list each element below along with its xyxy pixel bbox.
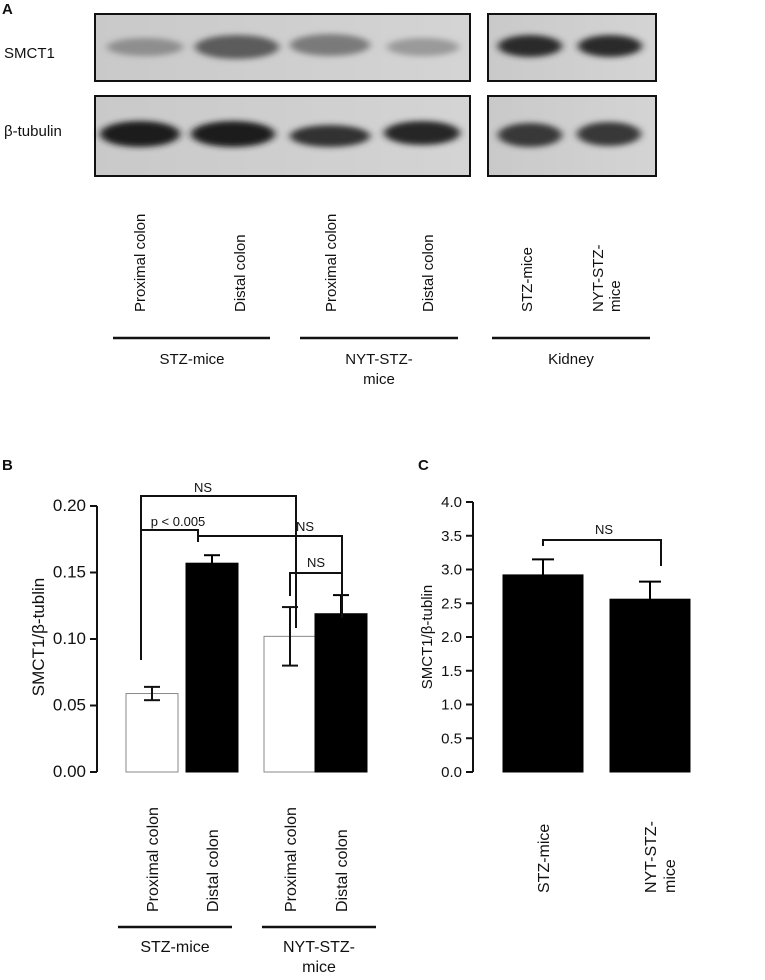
lane-label-5-line-1: STZ-mice xyxy=(519,247,536,312)
panel-c-y-axis: 0.0 0.5 1.0 1.5 2.0 2.5 3.0 3.5 4.0 xyxy=(441,494,474,781)
panel-b-brackets xyxy=(140,495,343,660)
tubulin-band-2 xyxy=(191,121,275,147)
panel-b-group-label-nyt-line-1: NYT-STZ- xyxy=(283,939,355,956)
panel-c-letter: C xyxy=(418,457,429,474)
y-tick-label: 0.20 xyxy=(53,496,86,515)
panel-b-group-label-nyt-line-2: mice xyxy=(302,959,336,976)
lane-label-5: STZ-mice xyxy=(519,247,536,312)
lane-label-3: Proximal colon xyxy=(323,214,340,312)
panel-c-ylabel: SMCT1/β-tublin xyxy=(419,585,436,690)
lane-label-6-line-1: NYT-STZ- xyxy=(590,245,607,313)
annotation-ns-nyt: NS xyxy=(307,555,325,570)
y-tick-label: 2.0 xyxy=(441,629,462,646)
y-tick-label: 1.5 xyxy=(441,663,462,680)
lane-label-4: Distal colon xyxy=(420,234,437,312)
category-label-line: mice xyxy=(662,859,679,893)
lane-label-4-line-1: Distal colon xyxy=(420,234,437,312)
category-label-line: Proximal colon xyxy=(283,807,300,912)
tubulin-band-4 xyxy=(384,121,460,145)
y-tick-label: 0.5 xyxy=(441,730,462,747)
panel-b-bars xyxy=(125,554,368,773)
smct1-bands xyxy=(107,34,642,59)
tubulin-bands xyxy=(100,121,641,147)
lane-label-3-line-1: Proximal colon xyxy=(323,214,340,312)
panel-c-bars xyxy=(502,558,691,773)
annotation-ns-c: NS xyxy=(595,522,613,537)
tubulin-band-1 xyxy=(100,121,180,147)
category-label: Proximal colon xyxy=(283,807,300,912)
annotation-ns-top: NS xyxy=(194,480,212,495)
y-tick-label: 0.10 xyxy=(53,629,86,648)
category-label: Distal colon xyxy=(205,829,222,912)
panel-c-ylabel-wrap: SMCT1/β-tublin xyxy=(419,585,436,690)
smct1-band-2 xyxy=(195,35,279,59)
y-tick-label: 2.5 xyxy=(441,595,462,612)
blot-row-label-tubulin: β-tubulin xyxy=(4,123,62,140)
bar xyxy=(609,598,691,773)
smct1-band-6 xyxy=(578,35,642,57)
bar xyxy=(314,613,368,773)
group-label-kidney: Kidney xyxy=(548,351,594,368)
lane-label-1: Proximal colon xyxy=(132,214,149,312)
smct1-band-1 xyxy=(107,38,183,56)
category-label: NYT-STZ-mice xyxy=(643,821,679,893)
smct1-band-4 xyxy=(387,38,459,56)
group-label-nyt-line-1: NYT-STZ- xyxy=(345,351,413,368)
y-tick-label: 4.0 xyxy=(441,494,462,511)
category-label: Distal colon xyxy=(334,829,351,912)
bracket-stz-vs-nyt-kidney xyxy=(542,539,662,566)
smct1-band-5 xyxy=(498,35,562,57)
panel-a-letter: A xyxy=(2,1,13,18)
panel-b: B SMCT1/β-tublin 0.00 0.05 0.10 0.15 0.20 p … xyxy=(2,457,376,976)
category-label-line: STZ-mice xyxy=(536,824,553,893)
y-tick-label: 0.05 xyxy=(53,696,86,715)
y-tick-label: 3.5 xyxy=(441,528,462,545)
tubulin-band-6 xyxy=(577,122,641,146)
category-label: Proximal colon xyxy=(145,807,162,912)
bar xyxy=(502,574,584,773)
blot-row-label-smct1: SMCT1 xyxy=(4,45,55,62)
annotation-ns-distal: NS xyxy=(296,519,314,534)
category-label-line: NYT-STZ- xyxy=(643,821,660,893)
panel-b-letter: B xyxy=(2,457,13,474)
y-tick-label: 0.0 xyxy=(441,764,462,781)
lane-label-6-line-2: mice xyxy=(607,280,624,312)
lane-label-1-line-1: Proximal colon xyxy=(132,214,149,312)
panel-b-group-label-stz: STZ-mice xyxy=(140,939,209,956)
smct1-band-3 xyxy=(290,34,370,56)
bracket-stz-proximal-vs-nyt-proximal xyxy=(140,495,297,660)
panel-c: C SMCT1/β-tublin 0.0 0.5 1.0 1.5 2.0 2.5 3.0 3.… xyxy=(418,457,691,893)
panel-b-category-labels: Proximal colon Distal colon Proximal colon… xyxy=(145,807,351,912)
bracket-nyt-proximal-vs-distal xyxy=(289,572,343,596)
panel-a: A SMCT1 β-tubulin Proximal colon xyxy=(2,1,657,388)
y-tick-label: 3.0 xyxy=(441,562,462,579)
lane-label-2: Distal colon xyxy=(232,234,249,312)
annotation-p-value: p < 0.005 xyxy=(151,514,206,529)
tubulin-band-5 xyxy=(498,123,562,147)
bar xyxy=(185,562,239,773)
y-tick-label: 1.0 xyxy=(441,697,462,714)
tubulin-band-3 xyxy=(290,125,370,147)
group-label-stz: STZ-mice xyxy=(160,351,225,368)
panel-b-ylabel-wrap: SMCT1/β-tublin xyxy=(29,578,48,696)
bar xyxy=(125,693,179,773)
lane-label-6: NYT-STZ- mice xyxy=(590,245,624,313)
category-label-line: Distal colon xyxy=(205,829,222,912)
lane-label-2-line-1: Distal colon xyxy=(232,234,249,312)
panel-c-category-labels: STZ-mice NYT-STZ-mice xyxy=(536,821,679,893)
category-label: STZ-mice xyxy=(536,824,553,893)
y-tick-label: 0.15 xyxy=(53,563,86,582)
panel-b-y-axis: 0.00 0.05 0.10 0.15 0.20 xyxy=(53,496,98,781)
group-label-nyt-line-2: mice xyxy=(363,371,395,388)
category-label-line: Distal colon xyxy=(334,829,351,912)
category-label-line: Proximal colon xyxy=(145,807,162,912)
panel-b-ylabel: SMCT1/β-tublin xyxy=(29,578,48,696)
y-tick-label: 0.00 xyxy=(53,762,86,781)
